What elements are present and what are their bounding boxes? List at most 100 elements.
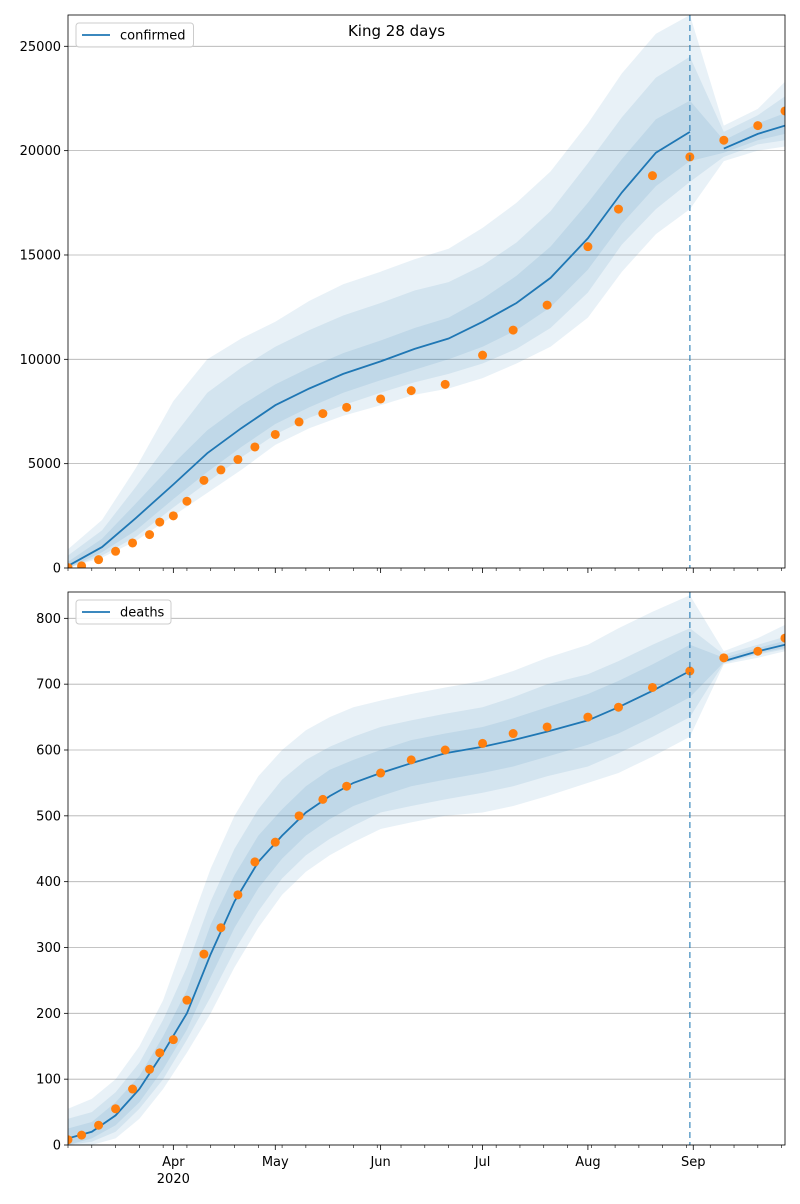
observed-point bbox=[508, 325, 518, 335]
y-tick-label: 100 bbox=[36, 1073, 61, 1088]
observed-point bbox=[155, 517, 165, 527]
y-tick-label: 0 bbox=[53, 562, 61, 577]
observed-point bbox=[685, 666, 695, 676]
chart-title: King 28 days bbox=[348, 22, 445, 40]
deaths-panel: 0 100 200 300 400 500 600 700 800 Apr 2020 May Jun Ju… bbox=[36, 591, 786, 1187]
y-tick-label: 5000 bbox=[28, 457, 61, 472]
observed-point bbox=[128, 1084, 138, 1094]
observed-point bbox=[318, 794, 328, 804]
observed-point bbox=[342, 402, 352, 412]
axes-frame bbox=[67, 591, 786, 1146]
observed-point bbox=[376, 394, 386, 404]
observed-point bbox=[182, 995, 192, 1005]
observed-point bbox=[250, 442, 260, 452]
confirmed-panel: 0 5000 10000 15000 20000 25000 King 28 days con… bbox=[20, 14, 786, 577]
observed-point bbox=[406, 755, 416, 765]
uncertainty-band bbox=[68, 628, 785, 1145]
observed-point bbox=[583, 712, 593, 722]
x-tick-label: May bbox=[262, 1155, 289, 1170]
y-tick-label: 600 bbox=[36, 744, 61, 759]
observed-point bbox=[294, 811, 304, 821]
x-tick-sublabel: 2020 bbox=[157, 1172, 190, 1187]
observed-point bbox=[780, 633, 785, 643]
observed-point bbox=[613, 702, 623, 712]
observed-point bbox=[77, 561, 87, 568]
y-tick-label: 500 bbox=[36, 809, 61, 824]
observed-point bbox=[111, 546, 121, 556]
observed-point bbox=[542, 722, 552, 732]
observed-point bbox=[94, 555, 104, 565]
observed-point bbox=[542, 300, 552, 310]
model-line bbox=[68, 670, 691, 1140]
observed-point bbox=[168, 511, 178, 521]
observed-point bbox=[250, 857, 260, 867]
observed-point bbox=[753, 646, 763, 656]
observed-point bbox=[94, 1120, 104, 1130]
observed-point bbox=[233, 454, 243, 464]
x-tick-label: Sep bbox=[681, 1155, 706, 1170]
observed-point bbox=[342, 781, 352, 791]
y-tick-label: 25000 bbox=[20, 40, 61, 55]
legend-label: confirmed bbox=[120, 29, 186, 44]
observed-point bbox=[719, 653, 729, 663]
observed-point bbox=[647, 682, 657, 692]
observed-point bbox=[68, 563, 73, 568]
observed-point bbox=[216, 465, 226, 475]
observed-point bbox=[508, 729, 518, 739]
observed-point bbox=[199, 475, 209, 485]
model-forecast-line bbox=[723, 124, 785, 150]
y-tick-label: 0 bbox=[53, 1139, 61, 1154]
observed-point bbox=[719, 135, 729, 145]
observed-point bbox=[613, 204, 623, 214]
observed-point bbox=[155, 1048, 165, 1058]
observed-point bbox=[216, 923, 226, 933]
observed-point bbox=[647, 171, 657, 181]
observed-point bbox=[478, 738, 488, 748]
y-tick-label: 800 bbox=[36, 612, 61, 627]
observed-point bbox=[270, 837, 280, 847]
observed-point bbox=[440, 379, 450, 389]
observed-point bbox=[77, 1130, 87, 1140]
legend-label: deaths bbox=[120, 606, 165, 621]
observed-point bbox=[780, 106, 785, 116]
y-tick-label: 700 bbox=[36, 678, 61, 693]
legend-box bbox=[75, 22, 194, 48]
observed-point bbox=[478, 350, 488, 360]
y-tick-label: 20000 bbox=[20, 144, 61, 159]
legend-box bbox=[75, 599, 172, 625]
uncertainty-band bbox=[68, 100, 785, 568]
observed-point bbox=[440, 745, 450, 755]
axes-frame bbox=[67, 14, 786, 569]
y-tick-label: 10000 bbox=[20, 353, 61, 368]
observed-point bbox=[376, 768, 386, 778]
uncertainty-band bbox=[68, 56, 785, 568]
observed-point bbox=[318, 409, 328, 419]
uncertainty-band bbox=[68, 595, 785, 1145]
y-tick-label: 200 bbox=[36, 1007, 61, 1022]
observed-point bbox=[111, 1104, 121, 1114]
y-tick-label: 400 bbox=[36, 875, 61, 890]
observed-point bbox=[68, 1135, 73, 1145]
x-tick-label: Jul bbox=[474, 1155, 491, 1170]
model-line bbox=[68, 131, 691, 567]
uncertainty-band bbox=[68, 15, 785, 568]
observed-point bbox=[168, 1035, 178, 1045]
observed-point bbox=[145, 1064, 155, 1074]
plot-area bbox=[68, 15, 785, 568]
x-tick-label: Jun bbox=[369, 1155, 390, 1170]
x-tick-label: Apr bbox=[162, 1155, 185, 1170]
x-tick-label: Aug bbox=[575, 1155, 600, 1170]
observed-point bbox=[233, 890, 243, 900]
observed-point bbox=[182, 496, 192, 506]
observed-point bbox=[145, 530, 155, 540]
observed-point bbox=[128, 538, 138, 548]
y-tick-label: 300 bbox=[36, 941, 61, 956]
observed-point bbox=[294, 417, 304, 427]
observed-point bbox=[753, 121, 763, 131]
y-tick-label: 15000 bbox=[20, 248, 61, 263]
observed-point bbox=[406, 386, 416, 396]
observed-point bbox=[583, 242, 593, 252]
uncertainty-band bbox=[68, 640, 785, 1145]
